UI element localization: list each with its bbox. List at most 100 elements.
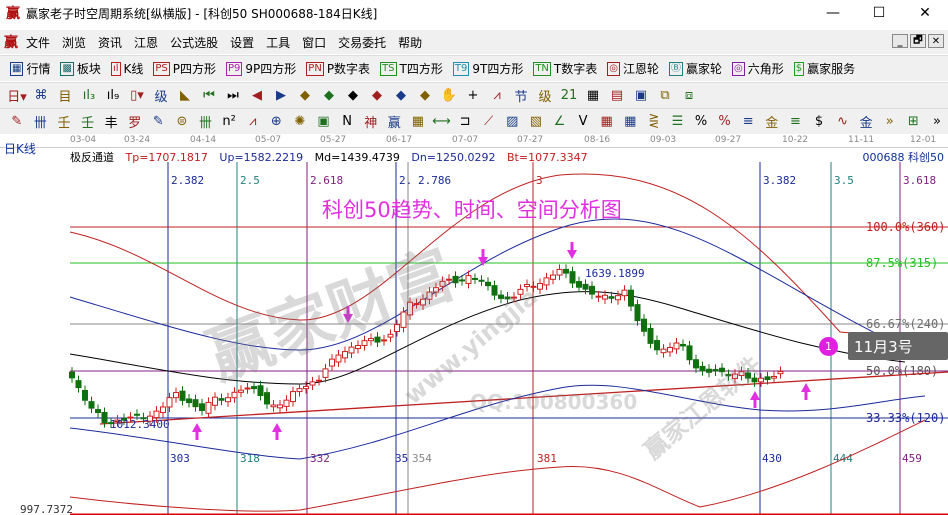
toolbar-button[interactable]: PN P数字表 (302, 60, 374, 77)
tool-icon[interactable]: ◆ (372, 88, 382, 103)
tool-icon[interactable]: » (885, 114, 894, 129)
toolbar-button[interactable]: T9 9T四方形 (449, 60, 527, 77)
toolbar-button[interactable]: P9 9P四方形 (222, 60, 300, 77)
menu-item[interactable]: 资讯 (98, 35, 123, 50)
marker-badge[interactable]: 1 (819, 337, 838, 356)
menu-item[interactable]: 文件 (26, 35, 51, 50)
tool-icon[interactable]: ▯▾ (130, 88, 144, 103)
menu-item[interactable]: 帮助 (398, 35, 423, 50)
maximize-button[interactable]: ☐ (872, 5, 886, 21)
tool-icon[interactable]: ◆ (300, 88, 310, 103)
tool-icon[interactable]: ◀ (252, 88, 262, 103)
tool-icon[interactable]: 21 (560, 88, 578, 103)
tool-icon[interactable]: ✺ (294, 114, 306, 129)
tool-icon[interactable]: ⧉ (660, 88, 670, 103)
tool-icon[interactable]: ⟋ (484, 114, 494, 129)
tool-icon[interactable]: ⩘ (493, 88, 501, 103)
tool-icon[interactable]: n² (222, 114, 236, 129)
tool-icon[interactable]: ▣ (317, 114, 330, 129)
tool-icon[interactable]: 赢 (387, 116, 401, 131)
tool-icon[interactable]: ▦ (600, 114, 613, 129)
toolbar-button[interactable]: ▩ 板块 (56, 60, 104, 77)
menu-item[interactable]: 江恩 (134, 35, 159, 50)
toolbar-button[interactable]: ıl K线 (107, 60, 147, 77)
close-button[interactable]: ✕ (919, 5, 931, 21)
tool-icon[interactable]: 金 (765, 116, 779, 131)
tool-icon[interactable]: ✎ (11, 114, 23, 129)
tool-icon[interactable]: ▶ (276, 88, 286, 103)
tool-icon[interactable]: 级 (538, 90, 552, 105)
tool-icon[interactable]: ⩘ (249, 114, 257, 129)
tool-icon[interactable]: ▣ (634, 88, 648, 103)
tool-icon[interactable]: ⏮ (203, 88, 215, 103)
toolbar-button[interactable]: TS T四方形 (376, 60, 447, 77)
tool-icon[interactable]: 壬 (81, 116, 95, 131)
tool-icon[interactable]: 神 (364, 116, 378, 131)
mdi-minimize-button[interactable]: _ (892, 34, 908, 48)
tool-icon[interactable]: 卌 (199, 116, 213, 131)
tool-icon[interactable]: ◆ (324, 88, 334, 103)
tool-icon[interactable]: ▦ (411, 114, 425, 129)
menu-item[interactable]: 交易委托 (338, 35, 387, 50)
toolbar-button[interactable]: $ 赢家服务 (790, 60, 859, 77)
menu-item[interactable]: 浏览 (62, 35, 87, 50)
tool-icon[interactable]: 丰 (104, 116, 118, 131)
minimize-button[interactable]: — (826, 5, 840, 21)
tool-icon[interactable]: ⟷ (432, 114, 451, 129)
tool-icon[interactable]: ≡ (742, 114, 754, 129)
toolbar-button[interactable]: PS P四方形 (149, 60, 220, 77)
toolbar-button[interactable]: TN T数字表 (529, 60, 601, 77)
tool-icon[interactable]: ◆ (420, 88, 430, 103)
tool-icon[interactable]: ▤ (610, 88, 624, 103)
toolbar-button[interactable]: Ⓑ 赢家轮 (665, 60, 726, 77)
tool-icon[interactable]: N (342, 114, 352, 129)
tool-icon[interactable]: + (467, 88, 479, 103)
tool-icon[interactable]: ıl₃ (82, 88, 96, 103)
toolbar-button[interactable]: ◎ 江恩轮 (603, 60, 663, 77)
tool-icon[interactable]: ⋛ (648, 114, 660, 129)
tool-icon[interactable]: ▦ (624, 114, 637, 129)
tool-icon[interactable]: $ (814, 114, 824, 129)
tool-icon[interactable]: 日▾ (7, 90, 27, 105)
tool-icon[interactable]: ◣ (180, 88, 190, 103)
tool-icon[interactable]: 罗 (128, 116, 142, 131)
tool-icon[interactable]: ıl₉ (106, 88, 120, 103)
tool-icon[interactable]: 目 (58, 90, 72, 105)
tool-icon[interactable]: ✋ (440, 88, 458, 103)
tool-icon[interactable]: 金 (859, 116, 873, 131)
tool-icon[interactable]: 壬 (57, 116, 71, 131)
tool-icon[interactable]: ▦ (586, 88, 600, 103)
mdi-restore-button[interactable]: 🗗 (910, 34, 926, 48)
app-menu-logo[interactable]: 赢 (4, 35, 18, 51)
tool-icon[interactable]: 级 (154, 90, 168, 105)
menu-item[interactable]: 公式选股 (170, 35, 219, 50)
toolbar-button[interactable]: ◎ 六角形 (728, 60, 788, 77)
mdi-close-button[interactable]: ✕ (928, 34, 944, 48)
tool-icon[interactable]: ✎ (152, 114, 164, 129)
tool-icon[interactable]: 卌 (33, 116, 47, 131)
tool-icon[interactable]: ⊜ (176, 114, 188, 129)
tool-icon[interactable]: ◆ (396, 88, 406, 103)
tool-icon[interactable]: ⊕ (270, 114, 282, 129)
tool-icon[interactable]: ⊐ (459, 114, 471, 129)
tool-icon[interactable]: ⏭ (227, 88, 239, 103)
menu-item[interactable]: 工具 (266, 35, 291, 50)
tool-icon[interactable]: ≡ (789, 114, 801, 129)
tool-icon[interactable]: ⊞ (907, 114, 919, 129)
tool-icon[interactable]: ◆ (348, 88, 358, 103)
tool-icon[interactable]: ☰ (671, 114, 684, 129)
tool-icon[interactable]: ⧈ (684, 88, 694, 103)
tool-icon[interactable]: % (718, 114, 731, 129)
tool-icon[interactable]: » (932, 114, 941, 129)
tool-icon[interactable]: ▨ (506, 114, 519, 129)
tool-icon[interactable]: % (694, 114, 708, 129)
menu-item[interactable]: 窗口 (302, 35, 327, 50)
tool-icon[interactable]: V (578, 114, 588, 129)
tool-icon[interactable]: ⌘ (34, 88, 48, 103)
tool-icon[interactable]: ▧ (529, 114, 542, 129)
tool-icon[interactable]: 节 (514, 90, 528, 105)
tool-icon[interactable]: ∠ (553, 114, 566, 129)
toolbar-button[interactable]: ▦ 行情 (6, 60, 54, 77)
tool-icon[interactable]: ∿ (837, 114, 849, 129)
menu-item[interactable]: 设置 (230, 35, 255, 50)
